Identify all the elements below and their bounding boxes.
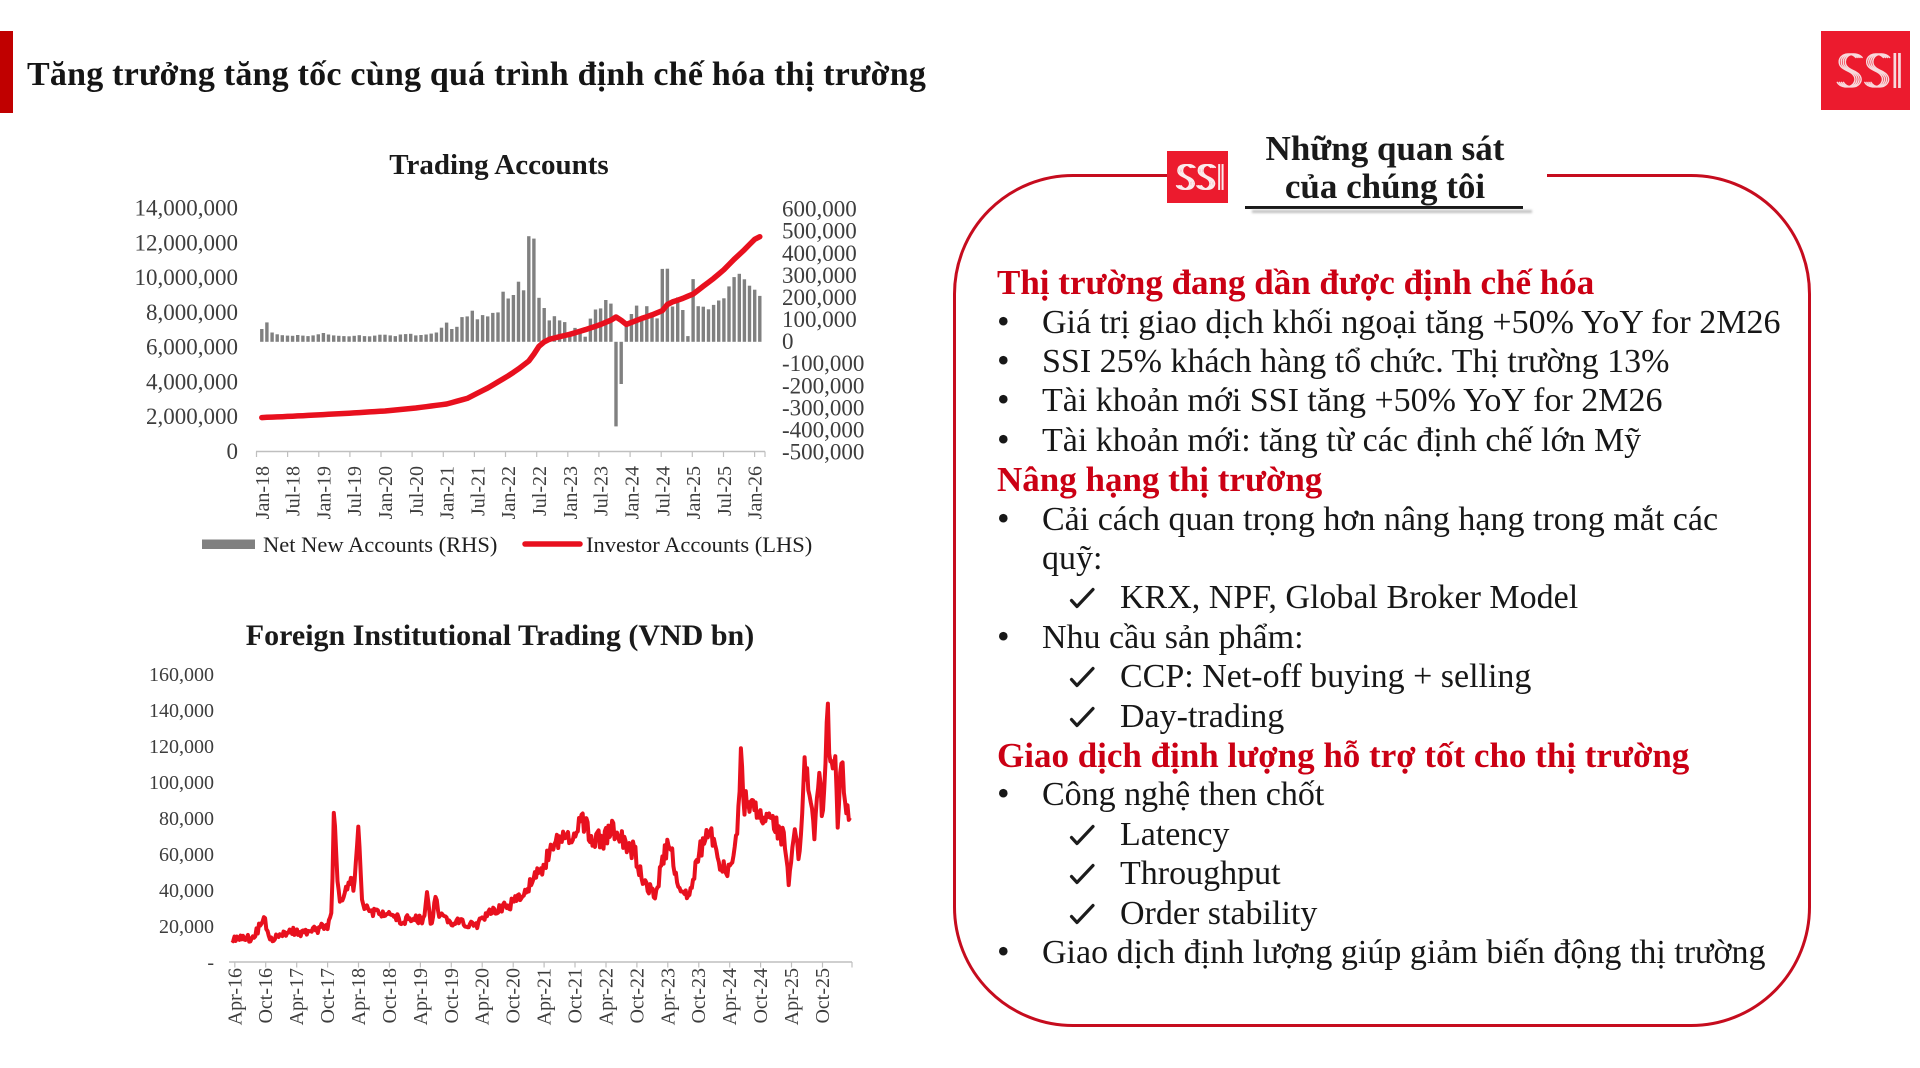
svg-text:Foreign Institutional Trading: Foreign Institutional Trading (VND bn) bbox=[246, 619, 754, 652]
svg-text:Jan-18: Jan-18 bbox=[252, 466, 274, 519]
svg-text:Jul-25: Jul-25 bbox=[714, 466, 736, 516]
svg-text:Oct-16: Oct-16 bbox=[255, 968, 277, 1024]
svg-text:Apr-19: Apr-19 bbox=[410, 968, 432, 1025]
svg-text:Apr-18: Apr-18 bbox=[348, 968, 370, 1025]
svg-text:Apr-21: Apr-21 bbox=[534, 968, 556, 1025]
svg-text:120,000: 120,000 bbox=[149, 736, 214, 758]
svg-text:-400,000: -400,000 bbox=[782, 418, 864, 443]
svg-text:300,000: 300,000 bbox=[782, 263, 857, 288]
svg-text:20,000: 20,000 bbox=[159, 916, 214, 938]
svg-text:Apr-17: Apr-17 bbox=[286, 968, 308, 1025]
svg-text:Jul-21: Jul-21 bbox=[467, 466, 489, 516]
svg-text:0: 0 bbox=[782, 329, 794, 354]
svg-text:Trading Accounts: Trading Accounts bbox=[389, 149, 608, 181]
svg-text:Jul-20: Jul-20 bbox=[406, 466, 428, 516]
svg-text:Apr-22: Apr-22 bbox=[596, 968, 618, 1025]
svg-text:10,000,000: 10,000,000 bbox=[135, 265, 239, 290]
svg-text:Oct-21: Oct-21 bbox=[565, 968, 587, 1024]
svg-text:Jan-24: Jan-24 bbox=[621, 466, 643, 519]
svg-text:100,000: 100,000 bbox=[782, 307, 857, 332]
svg-text:600,000: 600,000 bbox=[782, 197, 857, 222]
svg-text:8,000,000: 8,000,000 bbox=[146, 300, 238, 325]
svg-text:Jul-19: Jul-19 bbox=[344, 466, 366, 516]
svg-text:Apr-16: Apr-16 bbox=[224, 968, 246, 1025]
svg-text:Jan-25: Jan-25 bbox=[683, 466, 705, 519]
svg-text:Oct-24: Oct-24 bbox=[750, 968, 772, 1024]
svg-text:400,000: 400,000 bbox=[782, 241, 857, 266]
svg-text:14,000,000: 14,000,000 bbox=[135, 196, 239, 221]
svg-text:80,000: 80,000 bbox=[159, 808, 214, 830]
svg-text:-: - bbox=[207, 952, 214, 974]
svg-text:100,000: 100,000 bbox=[149, 772, 214, 794]
svg-text:Apr-20: Apr-20 bbox=[472, 968, 494, 1025]
svg-text:Investor Accounts (LHS): Investor Accounts (LHS) bbox=[586, 532, 812, 557]
svg-text:200,000: 200,000 bbox=[782, 285, 857, 310]
svg-text:Jan-22: Jan-22 bbox=[498, 466, 520, 519]
svg-text:Oct-23: Oct-23 bbox=[688, 968, 710, 1024]
svg-text:Oct-17: Oct-17 bbox=[317, 968, 339, 1024]
svg-text:Oct-18: Oct-18 bbox=[379, 968, 401, 1024]
svg-text:Apr-25: Apr-25 bbox=[781, 968, 803, 1025]
svg-text:4,000,000: 4,000,000 bbox=[146, 369, 238, 394]
svg-text:Jan-26: Jan-26 bbox=[745, 466, 767, 519]
svg-text:-200,000: -200,000 bbox=[782, 373, 864, 398]
svg-text:6,000,000: 6,000,000 bbox=[146, 335, 238, 360]
svg-text:Apr-24: Apr-24 bbox=[719, 968, 741, 1025]
svg-text:40,000: 40,000 bbox=[159, 880, 214, 902]
svg-text:-500,000: -500,000 bbox=[782, 440, 864, 465]
svg-text:500,000: 500,000 bbox=[782, 219, 857, 244]
svg-text:2,000,000: 2,000,000 bbox=[146, 404, 238, 429]
svg-text:Jul-24: Jul-24 bbox=[652, 466, 674, 516]
svg-text:Net New Accounts (RHS): Net New Accounts (RHS) bbox=[263, 532, 497, 557]
svg-text:Apr-23: Apr-23 bbox=[657, 968, 679, 1025]
svg-text:160,000: 160,000 bbox=[149, 664, 214, 686]
svg-text:140,000: 140,000 bbox=[149, 700, 214, 722]
svg-text:-100,000: -100,000 bbox=[782, 351, 864, 376]
svg-text:Oct-19: Oct-19 bbox=[441, 968, 463, 1024]
svg-text:12,000,000: 12,000,000 bbox=[135, 230, 239, 255]
svg-text:60,000: 60,000 bbox=[159, 844, 214, 866]
svg-text:Oct-25: Oct-25 bbox=[812, 968, 834, 1024]
svg-text:Jan-23: Jan-23 bbox=[560, 466, 582, 519]
svg-text:Jul-22: Jul-22 bbox=[529, 466, 551, 516]
svg-text:0: 0 bbox=[227, 439, 239, 464]
svg-text:-300,000: -300,000 bbox=[782, 395, 864, 420]
svg-text:Oct-22: Oct-22 bbox=[626, 968, 648, 1024]
svg-text:Jul-18: Jul-18 bbox=[283, 466, 305, 516]
svg-text:Jan-21: Jan-21 bbox=[437, 466, 459, 519]
svg-text:Jan-19: Jan-19 bbox=[313, 466, 335, 519]
svg-text:Jul-23: Jul-23 bbox=[591, 466, 613, 516]
svg-text:Jan-20: Jan-20 bbox=[375, 466, 397, 519]
svg-text:Oct-20: Oct-20 bbox=[503, 968, 525, 1024]
